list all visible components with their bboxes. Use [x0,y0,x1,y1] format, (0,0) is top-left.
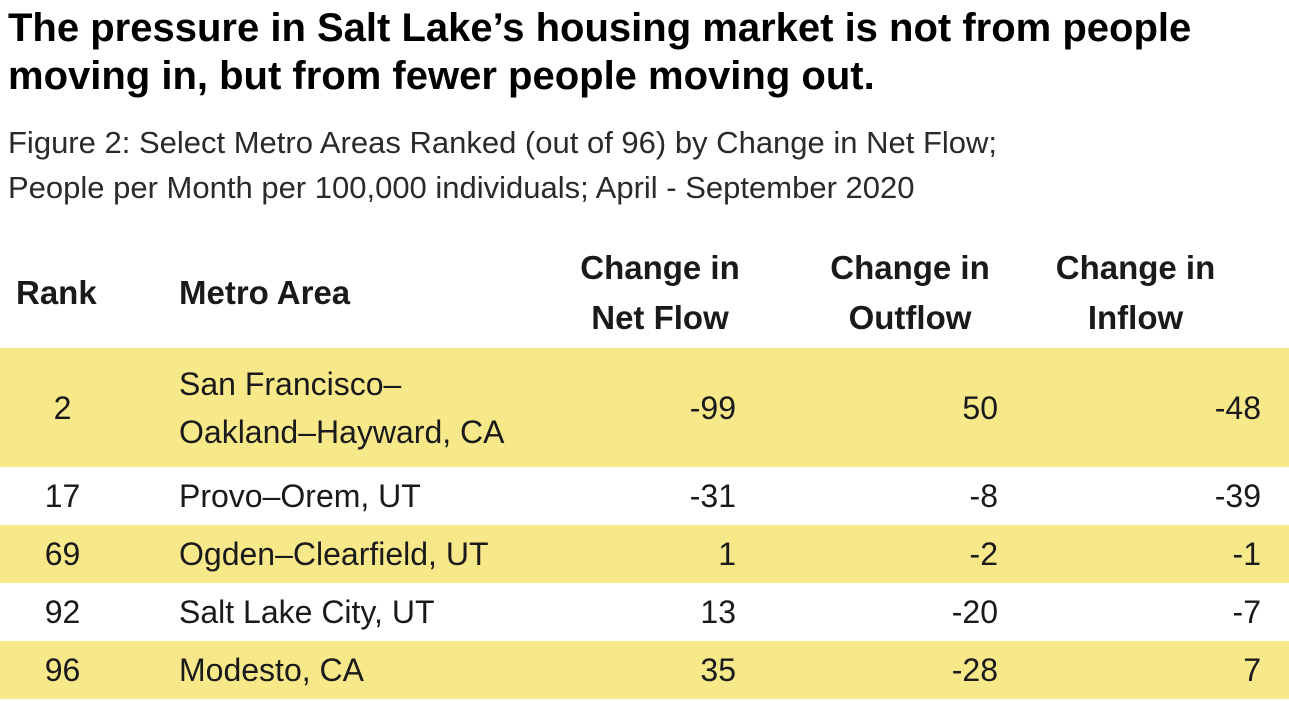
metro-area-cell: San Francisco– Oakland–Hayward, CA [165,348,560,467]
net-flow-cell: -99 [560,348,760,467]
metro-area-cell: Provo–Orem, UT [179,478,421,514]
column-header-rank-label: Rank [16,274,97,311]
net-flow-cell: 35 [560,641,760,699]
table-row: 2 San Francisco– Oakland–Hayward, CA -99… [0,348,1289,467]
table-row: 69 Ogden–Clearfield, UT 1 -2 -1 [0,525,1289,583]
subtitle-line-1: Figure 2: Select Metro Areas Ranked (out… [8,125,998,160]
column-header-inflow: Change in Inflow [1022,238,1289,348]
column-header-outflow-line1: Change in [830,249,990,286]
column-header-inflow-line2: Inflow [1087,299,1184,336]
metro-area-cell: Ogden–Clearfield, UT [165,525,560,583]
table-row: 96 Modesto, CA 35 -28 7 [0,641,1289,699]
column-header-outflow: Change in Outflow [760,238,1022,348]
metro-area-cell: Modesto, CA [165,641,560,699]
inflow-cell: -39 [1214,478,1261,514]
column-header-net-flow: Change in Net Flow [560,238,760,348]
subtitle-line-2: People per Month per 100,000 individuals… [8,170,915,205]
metro-area-cell: Salt Lake City, UT [179,594,435,630]
column-header-net-flow-line2: Net Flow [591,299,729,336]
outflow-cell: -2 [760,525,1022,583]
inflow-cell: -7 [1232,594,1261,630]
column-header-metro-area: Metro Area [165,238,560,348]
column-header-metro-area-label: Metro Area [179,274,351,311]
rank-cell: 69 [0,525,165,583]
net-flow-cell: 1 [560,525,760,583]
inflow-cell: 7 [1022,641,1289,699]
net-flow-cell: -31 [689,478,736,514]
inflow-cell: -1 [1022,525,1289,583]
outflow-cell: -28 [760,641,1022,699]
chart-subtitle: Figure 2: Select Metro Areas Ranked (out… [8,120,1278,210]
rank-cell: 96 [0,641,165,699]
table-row: 92 Salt Lake City, UT 13 -20 -7 [0,583,1289,641]
column-header-inflow-line1: Change in [1055,249,1216,286]
metro-ranking-table: Rank Metro Area Change in Net Flow Chang… [0,238,1289,699]
column-header-outflow-line2: Outflow [848,299,972,336]
column-header-rank: Rank [0,238,165,348]
rank-cell: 92 [44,594,81,630]
table-row: 17 Provo–Orem, UT -31 -8 -39 [0,467,1289,525]
rank-cell: 17 [44,478,81,514]
metro-area-line2: Oakland–Hayward, CA [179,413,505,450]
chart-title: The pressure in Salt Lake’s housing mark… [8,6,1192,98]
rank-cell: 2 [0,348,165,467]
column-header-net-flow-line1: Change in [580,249,740,286]
outflow-cell: -20 [951,594,998,630]
outflow-cell: 50 [760,348,1022,467]
net-flow-cell: 13 [700,594,736,630]
outflow-cell: -8 [969,478,998,514]
table-header-row: Rank Metro Area Change in Net Flow Chang… [0,238,1289,348]
metro-area-line1: San Francisco– [179,365,402,402]
inflow-cell: -48 [1022,348,1289,467]
